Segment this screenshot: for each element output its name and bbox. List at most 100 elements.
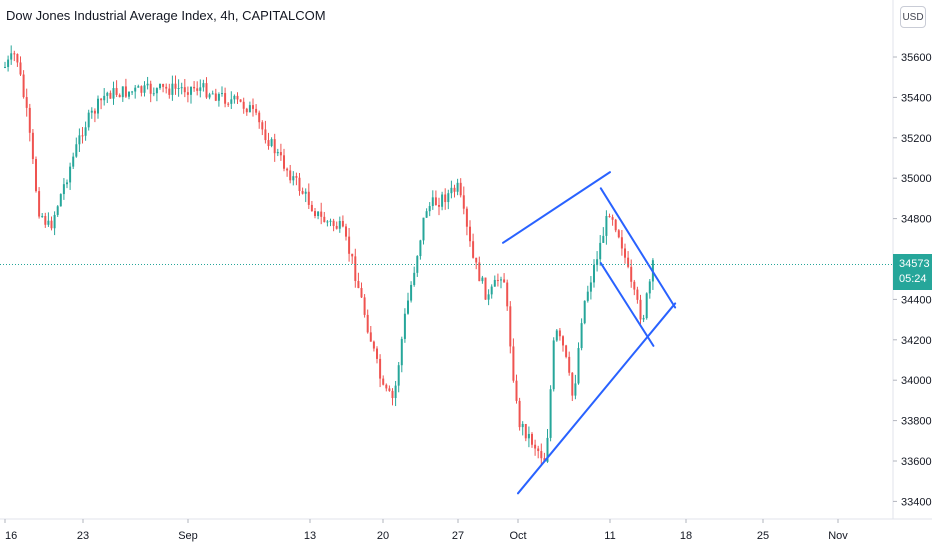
candle-body-up — [178, 88, 180, 89]
candle-body-down — [540, 451, 542, 458]
candle-body-down — [568, 357, 570, 373]
candle-body-down — [44, 216, 46, 225]
candle-body-down — [469, 227, 471, 241]
candle-body-up — [398, 365, 400, 385]
candle-body-down — [16, 54, 18, 62]
currency-button[interactable]: USD — [900, 6, 926, 28]
candle-body-up — [605, 216, 607, 236]
candle-body-up — [339, 221, 341, 229]
candle-body-up — [404, 314, 406, 339]
candle-body-up — [218, 94, 220, 101]
candle-body-down — [240, 99, 242, 101]
candle-body-down — [299, 178, 301, 191]
candle-body-down — [562, 336, 564, 345]
candle-body-up — [500, 279, 502, 280]
candle-body-up — [447, 193, 449, 202]
candle-body-up — [317, 212, 319, 216]
candle-body-down — [268, 140, 270, 146]
candle-body-down — [624, 248, 626, 257]
candle-body-down — [438, 205, 440, 207]
time-tick-label: Nov — [828, 530, 848, 542]
candle-body-up — [75, 144, 77, 156]
price-tick-label: 34400 — [901, 294, 932, 306]
candle-body-down — [615, 220, 617, 231]
candle-body-up — [574, 383, 576, 395]
candle-body-down — [264, 129, 266, 140]
candle-body-up — [199, 87, 201, 91]
candle-body-up — [602, 236, 604, 243]
candle-body-down — [621, 237, 623, 248]
candle-body-up — [271, 139, 273, 146]
candle-body-down — [302, 191, 304, 194]
candle-body-down — [237, 96, 239, 100]
candle-body-down — [370, 332, 372, 341]
candle-body-down — [503, 279, 505, 282]
candle-body-down — [224, 93, 226, 104]
candle-body-up — [407, 301, 409, 314]
candle-body-down — [283, 155, 285, 168]
candle-body-up — [423, 218, 425, 241]
candle-body-down — [243, 102, 245, 109]
candle-body-down — [336, 226, 338, 229]
candle-body-down — [364, 297, 366, 314]
time-tick-label: 23 — [77, 530, 89, 542]
candle-body-down — [509, 306, 511, 346]
candle-body-down — [612, 217, 614, 220]
candle-body-down — [475, 258, 477, 263]
candle-body-up — [221, 93, 223, 94]
candle-body-up — [88, 113, 90, 128]
candle-body-down — [373, 342, 375, 349]
price-tick-label: 34000 — [901, 375, 932, 387]
candle-body-down — [311, 205, 313, 211]
candle-body-down — [618, 230, 620, 237]
time-tick-label: 25 — [757, 530, 769, 542]
candle-body-up — [587, 292, 589, 301]
candle-body-down — [82, 135, 84, 136]
candle-body-down — [289, 170, 291, 180]
candle-body-down — [116, 88, 118, 95]
candle-body-down — [94, 111, 96, 114]
candle-body-up — [60, 194, 62, 206]
candle-body-down — [308, 192, 310, 205]
candle-body-down — [252, 105, 254, 109]
time-tick-label: Sep — [178, 530, 198, 542]
candle-body-up — [277, 152, 279, 153]
candle-body-up — [202, 83, 204, 87]
candle-body-up — [249, 105, 251, 112]
candle-body-down — [351, 254, 353, 257]
candle-body-up — [292, 176, 294, 180]
candle-body-down — [51, 221, 53, 229]
price-tick-label: 33800 — [901, 416, 932, 428]
candle-body-down — [35, 159, 37, 191]
candle-body-down — [150, 84, 152, 94]
candle-body-down — [140, 86, 142, 93]
time-tick-label: 13 — [304, 530, 316, 542]
candle-body-down — [472, 241, 474, 258]
last-price-value: 34573 — [899, 257, 932, 272]
candle-body-up — [156, 88, 158, 93]
candle-body-down — [385, 385, 387, 389]
candle-body-up — [159, 84, 161, 88]
candle-body-up — [326, 221, 328, 222]
candle-body-down — [333, 221, 335, 226]
candle-body-down — [258, 113, 260, 123]
candle-body-down — [392, 391, 394, 398]
candle-body-down — [32, 133, 34, 159]
candle-body-down — [478, 262, 480, 281]
candle-body-down — [361, 288, 363, 297]
candle-body-down — [345, 226, 347, 236]
candle-body-up — [190, 87, 192, 95]
candle-body-down — [367, 315, 369, 332]
candle-body-up — [457, 183, 459, 192]
price-tick-label: 33400 — [901, 496, 932, 508]
candle-body-down — [466, 209, 468, 227]
candle-body-up — [57, 206, 59, 215]
candle-body-down — [640, 300, 642, 320]
candle-body-down — [175, 84, 177, 89]
candle-body-up — [581, 323, 583, 348]
price-tick-label: 35200 — [901, 133, 932, 145]
candle-body-down — [388, 388, 390, 390]
candle-body-up — [85, 127, 87, 135]
